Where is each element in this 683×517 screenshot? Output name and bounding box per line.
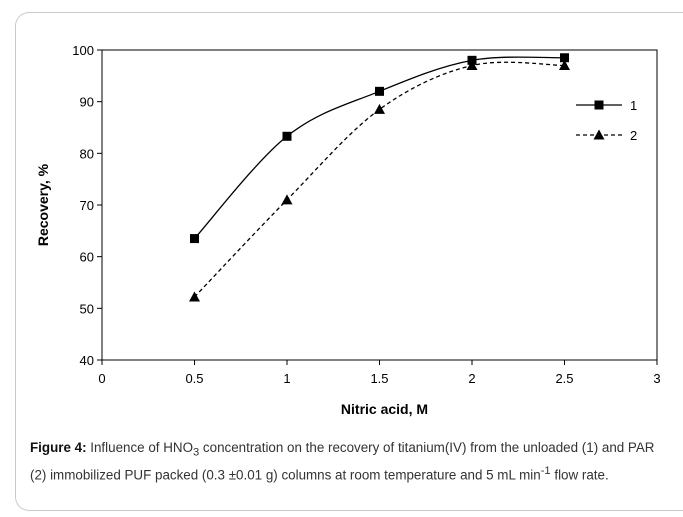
x-tick-label: 2 [468,371,475,386]
y-axis-title: Recovery, % [35,163,51,246]
y-tick-label: 60 [80,250,94,265]
plot-area-border [101,49,658,361]
figure-caption: Figure 4: Influence of HNO3 concentratio… [30,439,670,484]
series-2-point [281,194,293,205]
y-tick-label: 100 [72,43,94,58]
series-1-point [375,86,384,96]
caption-label: Figure 4: [30,440,87,455]
series-1-point [560,53,569,63]
legend-label-2: 2 [630,128,637,143]
caption-text-2: concentration on the recovery of titaniu… [30,440,655,483]
caption-subscript: 3 [192,446,200,459]
x-tick-label: 0.5 [185,371,203,386]
y-tick-label: 80 [80,146,94,161]
series-2-line [194,61,565,298]
series-1-point [190,234,199,244]
x-tick-label: 0 [98,371,105,386]
caption-text-1: Influence of HNO [86,440,193,455]
series-2-point [189,291,200,302]
x-tick-label: 1 [283,371,290,386]
series-1 [190,53,569,244]
series-layer [189,53,570,302]
legend-marker-2 [593,129,605,140]
series-2 [189,60,570,302]
series-1-point [282,131,292,141]
y-tick-label: 40 [80,353,94,368]
legend-label-1: 1 [630,98,637,113]
x-axis-title: Nitric acid, M [341,401,428,417]
y-tick-label: 70 [80,198,94,213]
caption-superscript: -1 [540,464,551,477]
x-tick-label: 2.5 [555,371,573,386]
legend-marker-1 [594,100,604,110]
series-1-line [194,56,565,240]
y-tick-label: 90 [80,95,94,110]
axes: 0 0.5 1 1.5 2 2.5 3 40 50 60 70 80 90 100 Nitric acid,… [35,43,661,417]
x-tick-label: 1.5 [370,371,388,386]
chart: 0 0.5 1 1.5 2 2.5 3 40 50 60 70 80 90 100 Nitric acid,… [35,43,661,417]
y-tick-label: 50 [80,301,94,316]
series-2-point [466,60,478,70]
legend: 12 [576,98,637,143]
caption-text-3: flow rate. [550,467,609,483]
figure-frame [15,12,683,511]
x-tick-label: 3 [653,371,660,386]
series-2-point [559,60,570,70]
series-2-point [374,103,385,114]
